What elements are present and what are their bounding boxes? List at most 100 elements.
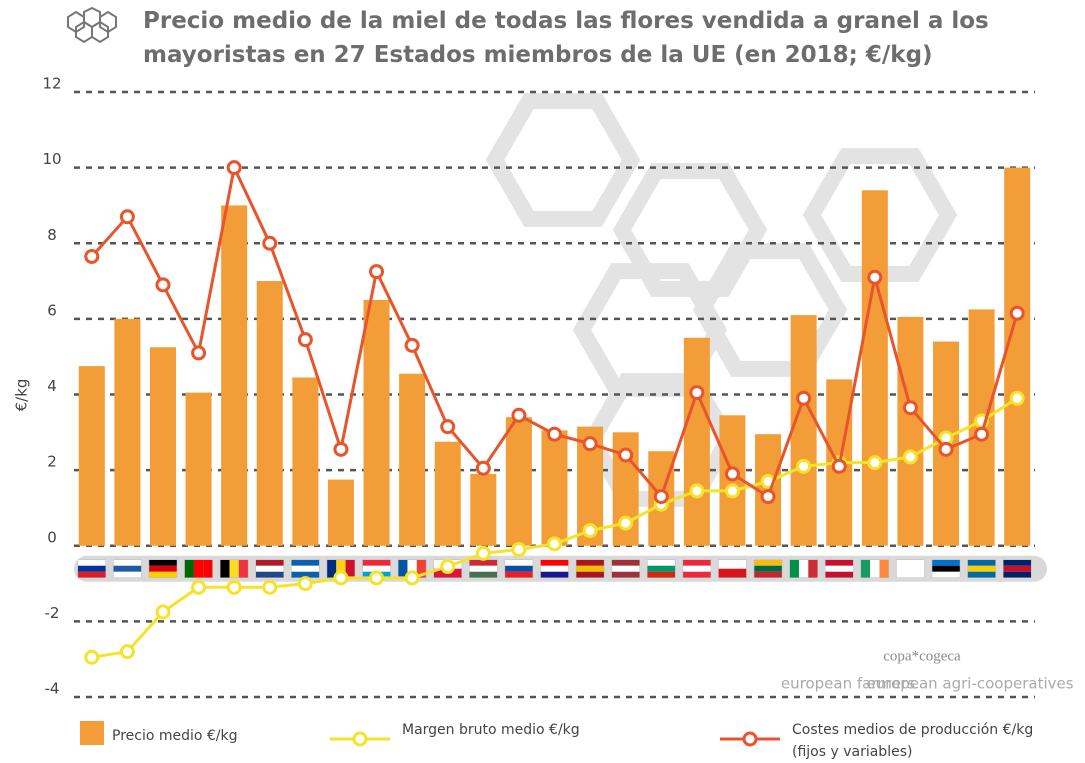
background-hexagon <box>702 251 838 369</box>
marker <box>477 547 489 559</box>
flag-stripe <box>239 560 248 578</box>
flag-stripe <box>113 560 141 566</box>
legend-swatch <box>80 721 104 745</box>
y-tick-label: -2 <box>45 604 60 622</box>
bar <box>897 317 923 546</box>
flag-stripe <box>718 569 746 578</box>
flag-stripe <box>363 560 391 566</box>
y-tick-label: 0 <box>47 528 57 546</box>
flag-stripe <box>78 572 106 578</box>
flag-stripe <box>113 566 141 572</box>
y-axis-label: €/kg <box>13 379 31 412</box>
marker <box>655 491 667 503</box>
flag-stripe <box>612 572 640 578</box>
flag-stripe <box>754 572 782 578</box>
bar <box>399 374 425 546</box>
logo-caption: european agri-cooperatives <box>866 675 1073 693</box>
flag-stripe <box>256 566 284 572</box>
marker <box>335 572 347 584</box>
chart: €/kg copa*cogeca european farmers europe… <box>0 0 1085 760</box>
marker <box>371 266 383 278</box>
marker <box>904 402 916 414</box>
marker <box>549 538 561 550</box>
marker <box>549 428 561 440</box>
flag-stripe <box>541 572 569 578</box>
y-tick-label: 8 <box>47 226 57 244</box>
flag-stripe <box>203 560 212 578</box>
flag-stripe <box>256 572 284 578</box>
flag-stripe <box>647 572 675 578</box>
flag-stripe <box>230 560 239 578</box>
legend-label: Margen bruto medio €/kg <box>402 719 642 741</box>
bar <box>114 319 140 546</box>
flag-stripe <box>754 566 782 572</box>
marker <box>1011 392 1023 404</box>
bar <box>79 366 105 546</box>
bar <box>150 347 176 546</box>
flag-stripe <box>880 560 889 578</box>
bar <box>292 377 318 545</box>
flag-stripe <box>683 572 711 578</box>
marker <box>193 581 205 593</box>
bar <box>862 190 888 545</box>
flag-stripe <box>896 560 924 578</box>
marker <box>584 525 596 537</box>
title-icon <box>68 8 116 42</box>
marker <box>477 462 489 474</box>
flag-stripe <box>683 560 711 566</box>
flag-stripe <box>825 572 853 578</box>
bar <box>328 480 354 546</box>
marker <box>299 578 311 590</box>
y-tick-label: -4 <box>45 680 60 698</box>
marker <box>121 211 133 223</box>
flag-stripe <box>576 560 604 566</box>
marker <box>513 409 525 421</box>
flag-stripe <box>968 572 996 578</box>
flag-stripe <box>825 566 853 572</box>
bar <box>221 205 247 545</box>
marker <box>798 392 810 404</box>
y-tick-label: 10 <box>42 150 61 168</box>
legend-label: Precio medio €/kg <box>112 725 352 747</box>
flag-stripe <box>149 566 177 572</box>
y-tick-label: 12 <box>42 75 61 93</box>
marker <box>513 544 525 556</box>
bar <box>684 338 710 546</box>
flag-stripe <box>291 560 319 566</box>
marker <box>264 581 276 593</box>
flag-stripe <box>647 560 675 566</box>
legend-label: Costes medios de producción €/kg (fijos … <box>792 719 1057 763</box>
logo: copa*cogeca <box>883 648 961 664</box>
flag-stripe <box>291 566 319 572</box>
marker <box>228 581 240 593</box>
marker <box>620 449 632 461</box>
flag-stripe <box>718 560 746 569</box>
flag-stripe <box>825 560 853 566</box>
legend-marker <box>744 733 756 745</box>
flag-stripe <box>505 560 533 566</box>
flag-stripe <box>149 572 177 578</box>
flag-stripe <box>861 560 870 578</box>
marker <box>86 250 98 262</box>
bar <box>791 315 817 546</box>
marker <box>976 428 988 440</box>
flag-stripe <box>185 560 194 578</box>
flag-stripe <box>1003 560 1031 566</box>
flag-stripe <box>968 566 996 572</box>
marker <box>762 491 774 503</box>
marker <box>299 334 311 346</box>
y-tick-label: 4 <box>47 377 57 395</box>
flag-stripe <box>194 560 203 578</box>
marker <box>406 339 418 351</box>
bar <box>1004 168 1030 546</box>
flag-stripe <box>541 560 569 566</box>
flag-stripe <box>754 560 782 566</box>
marker <box>371 572 383 584</box>
flag-stripe <box>870 560 879 578</box>
marker <box>691 387 703 399</box>
flag-stripe <box>612 566 640 572</box>
flag-stripe <box>78 560 106 566</box>
legend-marker <box>354 733 366 745</box>
flag-stripe <box>790 560 799 578</box>
marker <box>157 279 169 291</box>
